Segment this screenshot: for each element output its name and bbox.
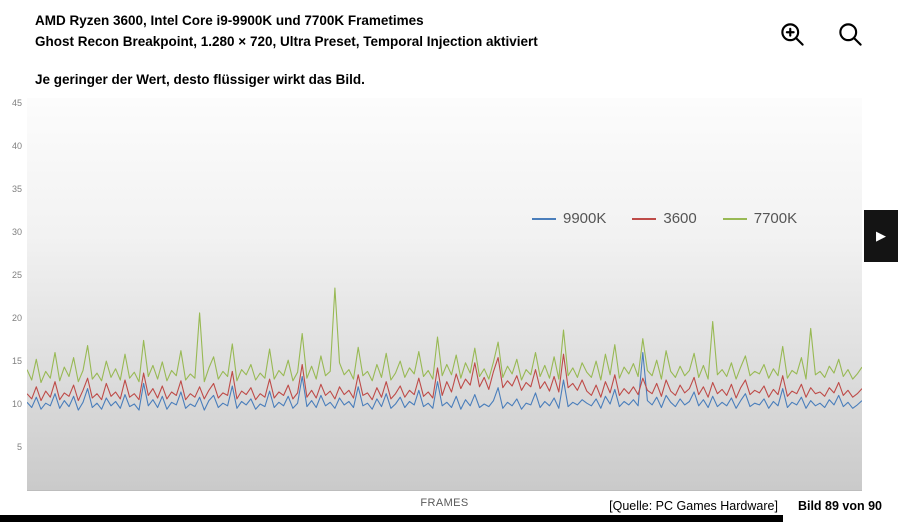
legend-item-9900k: 9900K xyxy=(532,210,606,227)
legend-label-3600: 3600 xyxy=(663,210,697,227)
legend-label-7700k: 7700K xyxy=(753,210,798,227)
legend-item-7700k: 7700K xyxy=(722,210,798,227)
zoom-in-icon[interactable] xyxy=(778,20,806,48)
y-tick-label: 10 xyxy=(11,399,22,410)
chart-subtitle: Je geringer der Wert, desto flüssiger wi… xyxy=(35,72,365,87)
image-counter: Bild 89 von 90 xyxy=(797,499,882,513)
y-tick-label: 25 xyxy=(11,270,22,281)
bottom-bar xyxy=(0,515,783,522)
x-axis-label: FRAMES xyxy=(420,497,469,509)
y-tick-label: 15 xyxy=(11,356,22,367)
y-tick-label: 30 xyxy=(11,227,22,238)
chart-header: AMD Ryzen 3600, Intel Core i9-9900K und … xyxy=(35,10,538,90)
image-caption: [Quelle: PC Games Hardware] Bild 89 von … xyxy=(609,499,882,513)
chart-title-line1: AMD Ryzen 3600, Intel Core i9-9900K und … xyxy=(35,13,424,28)
legend-line-9900k xyxy=(532,217,556,220)
y-tick-label: 35 xyxy=(11,184,22,195)
y-tick-label: 5 xyxy=(16,442,22,453)
viewer-toolbar xyxy=(778,20,864,48)
chart-canvas xyxy=(27,287,862,411)
y-tick-label: 20 xyxy=(11,313,22,324)
frametime-chart: 9900K 3600 7700K xyxy=(27,98,862,491)
y-tick-label: 40 xyxy=(11,141,22,152)
image-source: [Quelle: PC Games Hardware] xyxy=(609,499,778,513)
y-tick-label: 45 xyxy=(11,98,22,109)
next-image-button[interactable]: ▶ xyxy=(864,210,898,262)
search-icon[interactable] xyxy=(836,20,864,48)
y-axis-labels: 5 10 15 20 25 30 35 40 45 xyxy=(0,98,25,490)
legend-item-3600: 3600 xyxy=(632,210,697,227)
legend-label-9900k: 9900K xyxy=(563,210,607,227)
chart-title-line2: Ghost Recon Breakpoint, 1.280 × 720, Ult… xyxy=(35,34,538,49)
arrow-right-icon: ▶ xyxy=(876,228,886,243)
legend-line-7700k xyxy=(722,217,747,220)
legend-line-3600 xyxy=(632,217,657,220)
chart-legend: 9900K 3600 7700K xyxy=(532,210,797,227)
